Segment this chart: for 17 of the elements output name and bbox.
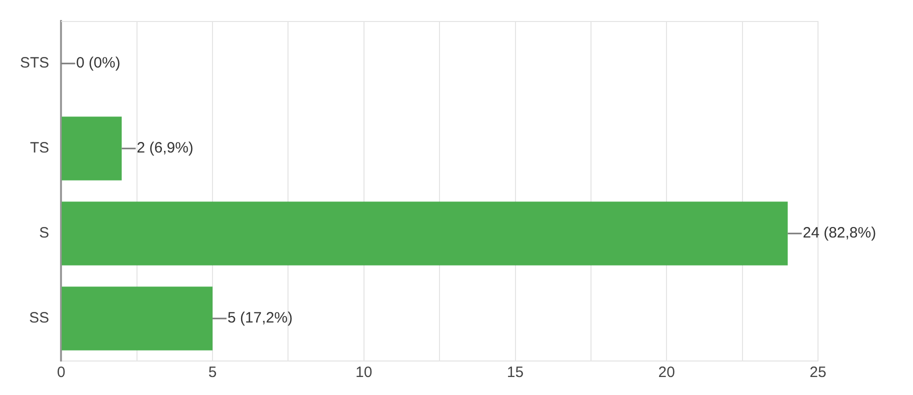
- x-tick-label: 0: [57, 364, 66, 382]
- x-tick-label: 5: [208, 364, 217, 382]
- bar: [62, 202, 788, 266]
- y-tick-label: SS: [29, 310, 50, 327]
- bar: [62, 286, 213, 350]
- y-tick-label: S: [39, 224, 50, 242]
- data-label: 0 (0%): [76, 54, 120, 72]
- data-label: 24 (82,8%): [802, 224, 876, 242]
- bar: [62, 116, 122, 180]
- x-tick-label: 25: [810, 364, 826, 382]
- data-label: 2 (6,9%): [136, 140, 194, 157]
- y-tick-label: TS: [30, 140, 50, 157]
- x-tick-label: 15: [506, 364, 524, 382]
- x-tick-label: 20: [658, 364, 675, 382]
- y-tick-label: STS: [20, 54, 50, 72]
- data-label: 5 (17,2%): [228, 310, 293, 327]
- x-tick-label: 10: [356, 364, 372, 382]
